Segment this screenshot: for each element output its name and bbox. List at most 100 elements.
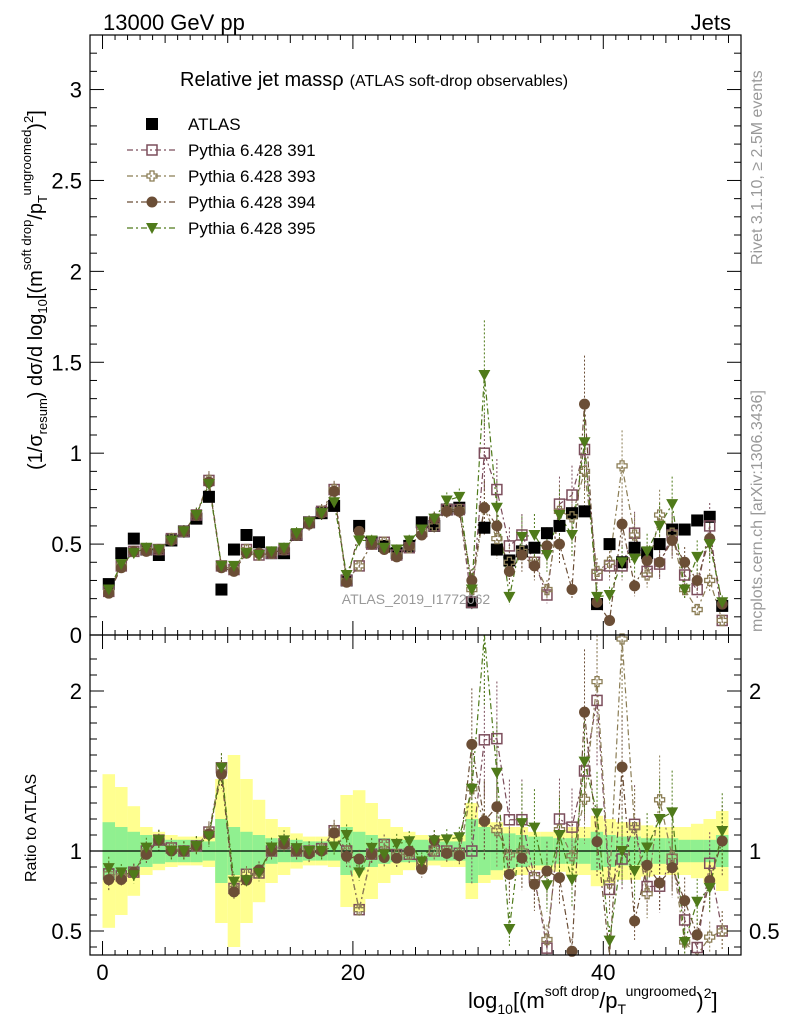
marker-ratio-s3-35 [541,865,553,877]
marker-ratio-s4-38 [578,756,591,768]
marker-ratio-s4-34 [528,822,541,834]
marker-main-s4-20 [353,535,366,547]
marker-ratio-s4-13 [265,842,278,854]
marker-main-s4-26 [428,513,441,525]
marker-main-s2-43 [641,569,653,581]
marker-ratio-s3-29 [466,738,478,750]
marker-ratio-s3-31 [491,801,503,813]
marker-ratio-s2-26 [428,845,440,857]
marker-main-s2-49 [716,614,728,627]
marker-ratio-s4-5 [165,846,178,857]
marker-ratio-s3-32 [503,868,515,880]
marker-ratio-s4-19 [340,830,353,841]
marker-ratio-s1-29 [466,845,478,857]
marker-main-s4-48 [703,539,716,551]
marker-main-s3-34 [528,560,540,572]
line-ratio-s4 [108,634,723,943]
marker-main-s4-5 [165,535,178,547]
marker-main-s0-31 [490,543,503,556]
marker-main-s2-35 [541,583,553,596]
marker-ratio-s1-48 [703,857,716,870]
marker-ratio-s4-8 [202,831,215,843]
marker-main-s0-35 [540,527,553,540]
marker-main-s0-2 [127,532,140,545]
y-tick-label: 2.5 [51,168,82,193]
legend-label-3: Pythia 6.428 394 [188,193,316,212]
marker-main-s4-17 [315,508,328,520]
marker-ratio-s4-45 [666,807,679,819]
marker-main-s0-46 [678,523,691,536]
marker-ratio-s3-36 [553,872,565,884]
marker-ratio-s3-38 [579,706,591,718]
ratio-tick-label-left: 2 [70,679,82,704]
legend-marker-3 [146,196,158,208]
marker-ratio-s2-48 [704,931,716,943]
marker-main-s3-27 [441,505,453,517]
marker-main-s4-0 [102,584,115,596]
marker-main-s4-15 [290,528,303,540]
marker-main-s4-19 [340,570,353,581]
marker-ratio-s1-35 [541,942,553,954]
marker-main-s3-30 [478,502,490,514]
marker-main-s1-32 [503,540,516,552]
marker-main-s3-47 [691,574,703,586]
marker-main-s4-46 [678,584,691,596]
marker-ratio-s4-18 [328,841,341,853]
marker-main-s1-46 [678,569,691,581]
marker-main-s4-22 [378,542,391,554]
marker-main-s4-43 [641,546,654,558]
marker-ratio-s1-47 [691,941,703,954]
marker-main-s3-23 [391,551,403,563]
main-title: Relative jet massρ (ATLAS soft-drop obser… [180,69,568,91]
marker-ratio-s4-36 [553,830,566,841]
marker-main-s0-44 [653,538,666,551]
marker-ratio-s4-44 [653,814,666,825]
marker-main-s2-48 [704,574,716,587]
marker-main-s1-31 [491,483,503,496]
legend-label-2: Pythia 6.428 393 [188,167,316,186]
marker-main-s0-40 [603,538,616,551]
marker-ratio-s2-39 [591,675,603,688]
marker-main-s4-37 [565,530,578,541]
marker-main-s1-36 [553,498,566,510]
marker-ratio-s2-42 [628,822,641,834]
marker-main-s4-42 [628,553,641,565]
marker-main-s3-32 [503,565,515,577]
marker-main-s4-4 [152,544,165,556]
marker-ratio-s3-27 [441,847,453,859]
line-main-s3 [108,404,723,623]
marker-main-s1-48 [703,520,716,532]
ratio-tick-label-left: 1 [70,839,82,864]
marker-ratio-s3-9 [215,768,227,780]
line-ratio-s2 [108,638,723,956]
marker-main-s4-47 [691,551,704,563]
marker-ratio-s1-40 [603,883,616,896]
marker-ratio-s1-37 [566,821,578,833]
watermark: ATLAS_2019_I1772062 [342,591,491,607]
marker-ratio-s3-46 [679,895,691,907]
marker-ratio-s3-41 [616,761,628,773]
marker-ratio-s3-19 [341,850,353,862]
line-main-s2 [108,465,723,621]
marker-main-s4-6 [177,526,190,538]
marker-ratio-s4-6 [177,846,190,857]
header-left: 13000 GeV pp [103,10,245,35]
marker-main-s0-12 [253,536,266,549]
marker-main-s2-37 [566,511,578,523]
marker-ratio-s2-37 [566,850,578,862]
marker-main-s4-24 [403,535,416,547]
marker-main-s0-32 [503,554,516,567]
y-axis-label: (1/σresum) dσ/d log10[(msoft drop/pTungr… [19,110,50,470]
marker-main-s4-11 [240,548,253,560]
marker-main-s3-38 [579,398,591,410]
main-title-sub: (ATLAS soft-drop observables) [350,73,568,90]
marker-ratio-s1-30 [478,734,491,746]
marker-main-s4-3 [140,542,153,554]
marker-main-s0-47 [691,514,704,527]
marker-main-s4-41 [616,557,629,569]
marker-ratio-s3-0 [103,874,115,886]
legend-label-4: Pythia 6.428 395 [188,219,316,238]
marker-main-s0-10 [227,543,240,556]
marker-main-s4-21 [365,535,378,547]
marker-main-s4-27 [440,495,453,507]
